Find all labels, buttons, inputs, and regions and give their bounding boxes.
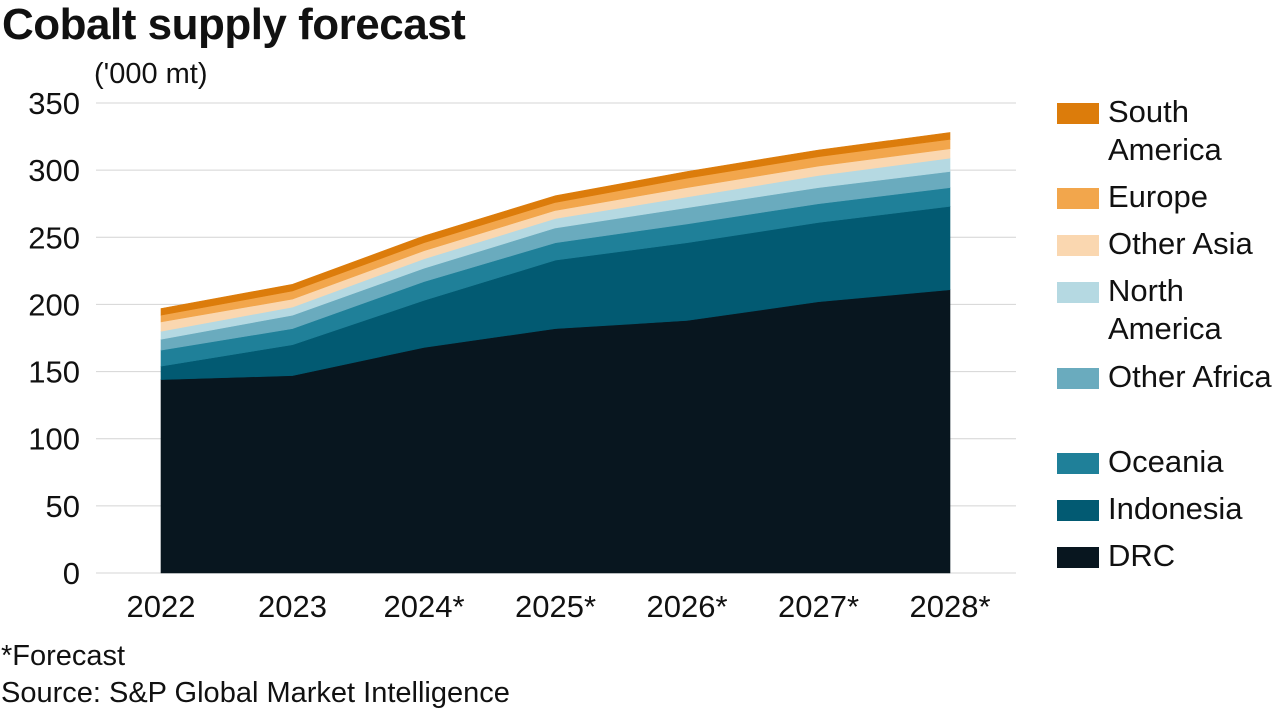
y-tick-label: 50	[46, 489, 80, 524]
x-tick-label: 2028*	[909, 589, 990, 624]
legend-label: Other Africa	[1108, 359, 1272, 394]
legend-label: South America	[1108, 94, 1222, 167]
legend-swatch	[1057, 453, 1099, 474]
x-tick-label: 2023	[258, 589, 327, 624]
x-tick-label: 2026*	[646, 589, 727, 624]
footnote: *Forecast	[1, 640, 126, 672]
y-tick-label: 200	[28, 287, 80, 322]
legend-swatch	[1057, 500, 1099, 521]
legend-swatch	[1057, 547, 1099, 568]
legend-label: Oceania	[1108, 444, 1224, 479]
x-axis-ticks: 2022 2023 2024* 2025* 2026* 2027* 2028*	[127, 589, 991, 624]
x-tick-label: 2025*	[515, 589, 596, 624]
legend-label: DRC	[1108, 538, 1176, 573]
legend-swatch	[1057, 188, 1099, 209]
legend-label: North America	[1108, 273, 1222, 346]
legend-label: Other Asia	[1108, 226, 1253, 261]
legend-label: Europe	[1108, 179, 1208, 214]
y-axis-ticks: 0 50 100 150 200 250 300 350	[28, 86, 80, 591]
x-tick-label: 2022	[127, 589, 196, 624]
legend-swatch	[1057, 235, 1099, 256]
source-note: Source: S&P Global Market Intelligence	[1, 677, 510, 709]
y-tick-label: 0	[63, 556, 80, 591]
area-south-america	[160, 132, 951, 316]
stacked-areas	[160, 132, 951, 574]
legend-swatch	[1057, 368, 1099, 389]
area-chart: 0 50 100 150 200 250 300 350 2022 2023 2024* 2025*…	[28, 86, 1016, 624]
x-tick-label: 2024*	[383, 589, 464, 624]
y-tick-label: 250	[28, 220, 80, 255]
chart-title: Cobalt supply forecast	[2, 0, 466, 49]
legend-swatch	[1057, 103, 1099, 124]
y-tick-label: 300	[28, 153, 80, 188]
y-axis-unit-label: ('000 mt)	[94, 58, 208, 90]
y-tick-label: 100	[28, 422, 80, 457]
y-tick-label: 350	[28, 86, 80, 121]
y-tick-label: 150	[28, 355, 80, 390]
legend-label: Indonesia	[1108, 491, 1243, 526]
legend-swatch	[1057, 282, 1099, 303]
x-tick-label: 2027*	[778, 589, 859, 624]
